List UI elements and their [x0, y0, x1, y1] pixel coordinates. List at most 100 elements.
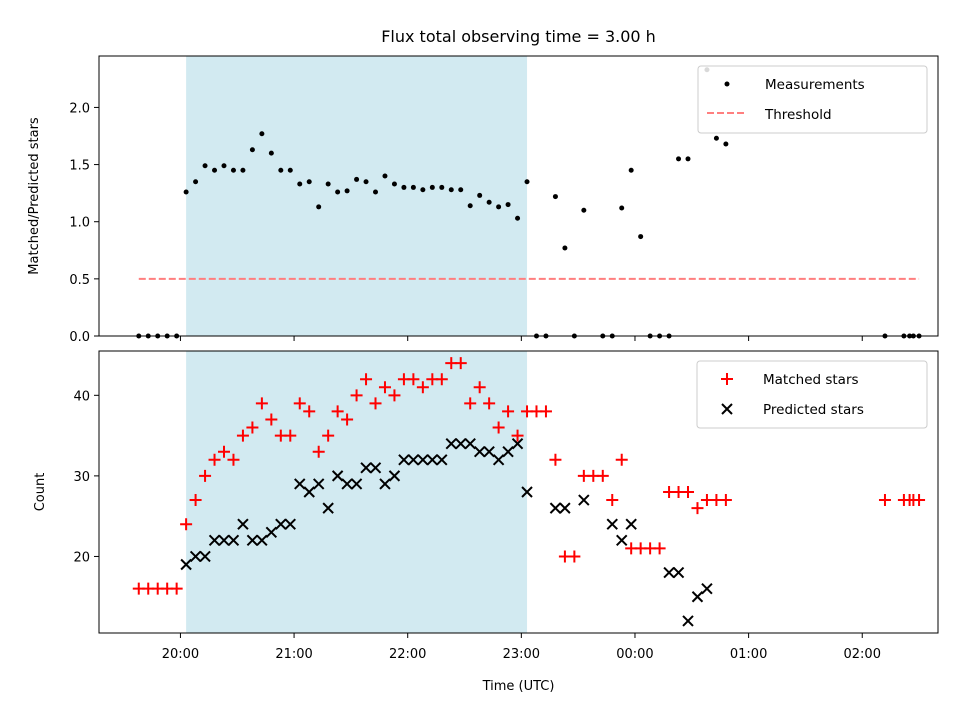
measurement-point	[515, 215, 521, 221]
matched-star-point	[682, 486, 695, 498]
measurement-point	[439, 184, 445, 190]
predicted-star-point	[388, 470, 401, 482]
measurement-point	[363, 179, 369, 185]
predicted-star-point	[341, 478, 353, 490]
matched-star-point	[435, 373, 448, 386]
matched-star-point	[246, 421, 259, 434]
matched-star-point	[180, 518, 193, 531]
matched-star-point	[199, 469, 212, 482]
matched-star-point	[236, 429, 249, 442]
measurement-point	[325, 181, 331, 187]
predicted-star-point	[521, 486, 533, 498]
matched-star-point	[653, 542, 666, 555]
measurement-point	[458, 187, 464, 193]
matched-star-point	[303, 405, 316, 418]
predicted-star-point	[350, 478, 363, 490]
top-y-axis-label: Matched/Predicted stars	[27, 117, 42, 275]
bottom-axes-frame	[98, 350, 939, 634]
top-panel: 0.00.51.01.52.0 Matched/Predicted stars …	[27, 55, 939, 345]
measurement-point	[638, 234, 644, 240]
measurement-point	[723, 141, 729, 147]
matched-star-point	[549, 453, 562, 466]
matched-star-point	[284, 429, 297, 442]
matched-star-point	[473, 381, 486, 394]
matched-star-point	[331, 405, 344, 418]
predicted-star-point	[331, 470, 344, 482]
x-tick-label: 20:00	[162, 647, 199, 662]
predicted-star-point	[426, 454, 439, 466]
matched-star-point	[208, 453, 221, 466]
measurement-point	[306, 179, 312, 185]
predicted-star-point	[312, 478, 325, 490]
measurement-point	[628, 167, 634, 173]
predicted-star-point	[180, 558, 192, 571]
measurement-point	[619, 205, 625, 211]
predicted-star-point	[237, 518, 249, 530]
matched-star-point	[511, 429, 524, 442]
matched-star-point	[568, 550, 581, 563]
measurement-point	[382, 173, 388, 179]
predicted-star-point	[672, 566, 685, 579]
predicted-star-point	[256, 534, 268, 547]
bottom-legend: Matched stars Predicted stars	[696, 360, 928, 429]
matched-star-point	[312, 445, 325, 458]
measurement-point	[183, 189, 189, 195]
predicted-star-point	[691, 591, 704, 603]
matched-star-point	[502, 405, 515, 418]
measurement-point	[581, 207, 587, 213]
predicted-star-point	[606, 518, 618, 530]
measurement-point	[344, 188, 350, 194]
measurement-point	[713, 135, 719, 141]
y-tick-label: 1.0	[69, 216, 90, 231]
predicted-star-point	[265, 526, 278, 538]
legend-threshold-label: Threshold	[764, 107, 832, 123]
x-tick-label: 21:00	[275, 647, 312, 662]
bottom-panel: 20 30 40 20:00 21:00 22:00 23:00 00:00 01:00 02:0…	[33, 350, 939, 662]
matched-star-point	[913, 494, 926, 507]
predicted-star-point	[701, 582, 713, 595]
measurement-point	[685, 156, 691, 162]
predicted-star-point	[682, 615, 694, 627]
predicted-star-point	[407, 454, 420, 466]
legend-matched-label: Matched stars	[763, 372, 859, 388]
measurement-point	[193, 179, 199, 185]
measurement-point	[486, 199, 492, 205]
predicted-star-point	[417, 454, 429, 466]
legend-predicted-label: Predicted stars	[763, 402, 864, 418]
matched-star-point	[350, 389, 363, 402]
matched-star-point	[719, 494, 732, 507]
measurement-point	[505, 202, 511, 208]
matched-star-point	[416, 381, 429, 394]
predicted-star-point	[218, 534, 230, 547]
measurement-point	[496, 204, 502, 210]
measurement-point	[268, 150, 274, 156]
predicted-star-point	[464, 437, 476, 450]
bottom-y-axis-label: Count	[33, 473, 48, 512]
predicted-star-point	[208, 534, 221, 547]
x-tick-label: 00:00	[616, 647, 653, 662]
predicted-star-point	[578, 494, 590, 506]
predicted-star-point	[549, 502, 562, 514]
legend-measurements-marker	[724, 81, 730, 87]
predicted-star-point	[284, 518, 296, 530]
predicted-star-point	[616, 534, 628, 547]
y-tick-label: 0.0	[69, 330, 90, 345]
predicted-star-point	[398, 454, 410, 466]
predicted-star-point	[227, 534, 240, 547]
measurement-point	[477, 192, 483, 198]
predicted-star-point	[559, 502, 571, 514]
matched-star-point	[483, 397, 496, 410]
matched-star-point	[492, 421, 505, 434]
measurement-point	[259, 131, 265, 137]
predicted-star-point	[294, 478, 306, 490]
measurement-point	[297, 181, 303, 187]
predicted-star-point	[246, 534, 259, 547]
matched-star-point	[407, 373, 420, 386]
predicted-star-point	[360, 462, 372, 474]
predicted-star-point	[502, 446, 514, 458]
matched-star-point	[341, 413, 354, 426]
matched-star-point	[369, 397, 382, 410]
observing-window-shade	[186, 56, 528, 336]
top-legend: Measurements Threshold	[697, 65, 928, 134]
